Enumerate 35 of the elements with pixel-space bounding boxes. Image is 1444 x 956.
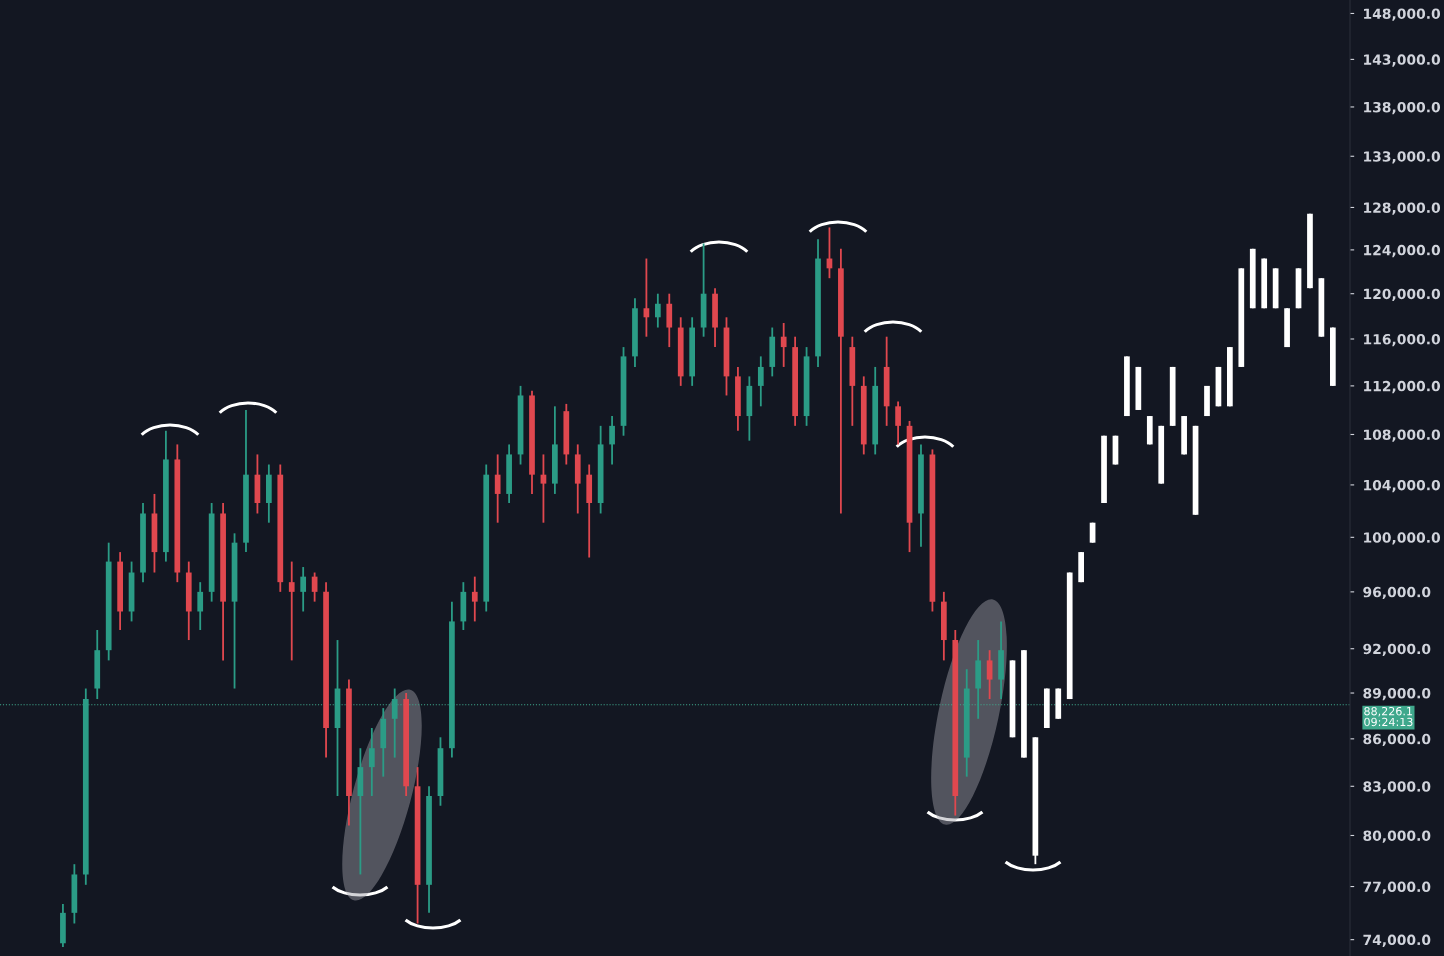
y-tick-label: 80,000.0 (1363, 830, 1431, 843)
y-tick-label: 148,000.0 (1364, 8, 1441, 21)
y-tick-label: 116,000.0 (1364, 333, 1441, 347)
y-tick-label: 100,000.0 (1364, 532, 1441, 545)
candlestick (300, 566, 307, 613)
candlestick (780, 322, 787, 368)
candlestick (494, 453, 501, 524)
candlestick (368, 727, 375, 797)
y-tick-label: 112,000.0 (1364, 380, 1441, 394)
candlestick (757, 355, 764, 408)
y-tick-label: 128,000.0 (1364, 202, 1441, 215)
y-tick-label: 124,000.0 (1364, 244, 1441, 258)
candlestick (654, 292, 661, 329)
y-tick-label: 120,000.0 (1364, 288, 1441, 301)
y-tick-label: 96,000.0 (1363, 586, 1431, 600)
y-tick-label: 108,000.0 (1364, 429, 1441, 442)
candlestick (391, 687, 398, 759)
candlestick (471, 575, 478, 623)
ref-line-label: 88,226.1 09:24:13 (1364, 706, 1413, 727)
y-tick-label: 83,000.0 (1363, 781, 1431, 794)
candlestick (986, 649, 993, 700)
candlestick (895, 400, 901, 446)
y-tick-label: 77,000.0 (1363, 881, 1431, 894)
y-tick-label: 138,000.0 (1364, 101, 1441, 115)
y-tick-label: 104,000.0 (1364, 479, 1441, 493)
y-tick-label: 133,000.0 (1364, 151, 1441, 164)
y-tick-label: 89,000.0 (1363, 688, 1431, 701)
candlestick (666, 292, 673, 348)
y-tick-label: 92,000.0 (1363, 643, 1431, 656)
y-tick-label: 74,000.0 (1363, 934, 1431, 947)
candlestick (288, 560, 295, 662)
y-tick-label: 143,000.0 (1364, 54, 1441, 67)
candlestick (197, 581, 204, 631)
candlestick (609, 415, 615, 466)
y-tick-label: 86,000.0 (1363, 733, 1431, 747)
